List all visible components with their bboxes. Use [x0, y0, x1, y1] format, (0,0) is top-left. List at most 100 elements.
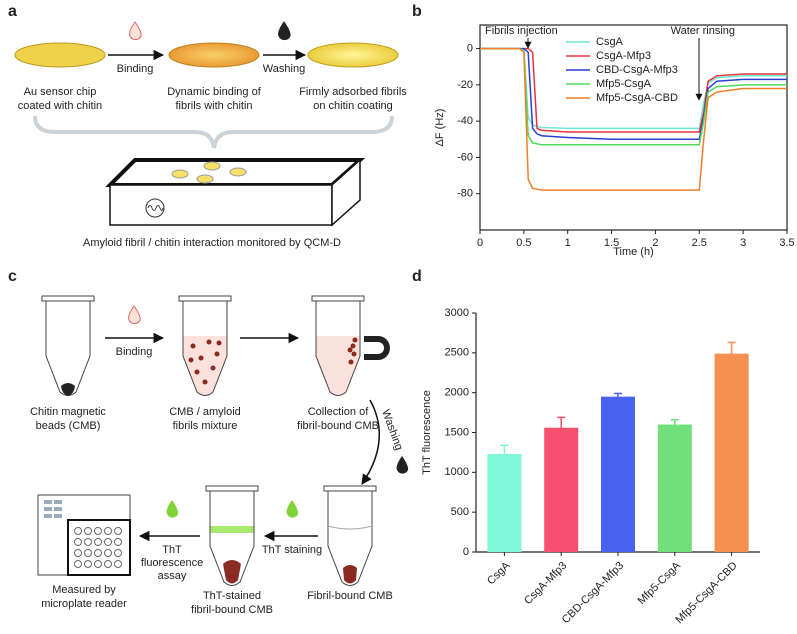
tube-rim: [41, 295, 95, 302]
beads: [343, 565, 357, 584]
reader-button: [54, 514, 62, 518]
x-tick-label: 2.5: [692, 237, 707, 249]
plot-frame: [479, 24, 788, 231]
step-label: Collection of: [308, 406, 369, 418]
bar: [714, 353, 749, 552]
tube-rim: [311, 295, 365, 302]
y-tick-label: 3000: [445, 307, 469, 319]
tube-rim: [178, 295, 232, 302]
sensor-chip: [168, 42, 260, 68]
panel-label: c: [8, 268, 17, 285]
y-axis-label: ThT fluorescence: [421, 390, 433, 475]
charts: 0 0.5 1 1.5 2 2.5 3 3.5 0 -20 -40 -60 -80 Time (h) ΔF …: [421, 24, 795, 626]
bar: [487, 454, 522, 552]
tube-body: [182, 300, 228, 396]
panel-label: a: [8, 3, 17, 20]
drop-icon: [129, 21, 142, 41]
bracket: [33, 115, 394, 149]
step-label: fibril-bound CMB: [191, 604, 273, 616]
reader-button: [54, 507, 62, 511]
y-tick-label: 0: [467, 42, 473, 54]
x-tick-label: 3.5: [779, 237, 794, 249]
arrow-label: Washing: [379, 408, 405, 452]
panel-label: d: [412, 268, 422, 285]
beads: [223, 560, 241, 584]
drop-icon: [128, 305, 141, 325]
tube: [323, 485, 377, 586]
bar: [601, 396, 635, 552]
y-tick-label: 2000: [445, 387, 469, 399]
oscillator-wave: [147, 205, 164, 211]
tube-body: [327, 490, 373, 586]
panel-label: b: [412, 3, 422, 20]
step-label: microplate reader: [41, 598, 127, 610]
sensor-chip: [307, 42, 399, 68]
legend-label: CBD-CsgA-Mfp3: [596, 64, 678, 76]
plate-reader: [37, 494, 131, 576]
drop-icon: [396, 456, 409, 474]
device-side: [331, 158, 361, 227]
meniscus: [327, 525, 373, 530]
reader-button: [44, 500, 52, 504]
panel-a: Binding Washing Au sensor chip coated wi…: [14, 21, 407, 249]
step-label: ThT-stained: [203, 590, 261, 602]
drop-icon: [286, 500, 299, 518]
legend-label: Mfp5-CsgA: [596, 78, 652, 90]
y-tick-label: 500: [451, 506, 469, 518]
beads: [61, 383, 75, 396]
legend-label: CsgA-Mfp3: [596, 50, 651, 62]
tube: [178, 295, 232, 396]
step-label: Chitin magnetic: [30, 406, 106, 418]
oscillator-icon: [145, 198, 165, 218]
step-label: Au sensor chip: [24, 86, 97, 98]
x-tick-label: CsgA: [485, 559, 513, 587]
y-axis-label: ΔF (Hz): [434, 109, 446, 147]
step-label: fibrils with chitin: [175, 100, 252, 112]
chip-spot: [203, 161, 221, 171]
tube-body: [45, 300, 91, 396]
series-line: [480, 47, 787, 141]
arrow-label: Washing: [263, 63, 305, 75]
x-axis-label: Time (h): [613, 246, 654, 258]
step-label: Measured by: [52, 584, 116, 596]
step-label: beads (CMB): [36, 420, 101, 432]
chip-spot: [171, 169, 189, 179]
tube: [311, 295, 390, 396]
tube-rim: [323, 485, 377, 492]
arrow-label: ThT: [162, 544, 182, 556]
tube: [205, 485, 259, 586]
step-label: CMB / amyloid: [169, 406, 241, 418]
reader-button: [54, 500, 62, 504]
tube-body: [315, 300, 361, 396]
tube-liquid: [210, 526, 254, 533]
annotation: Water rinsing: [671, 25, 735, 37]
step-label: coated with chitin: [18, 100, 102, 112]
step-label: fibril-bound CMB: [297, 420, 379, 432]
step-label: on chitin coating: [313, 100, 393, 112]
legend-label: Mfp5-CsgA-CBD: [596, 92, 678, 104]
reader-button: [44, 514, 52, 518]
reader-button: [44, 507, 52, 511]
beads: [188, 339, 222, 385]
series-line: [480, 47, 787, 146]
x-tick-label: 0: [477, 237, 483, 249]
x-tick-label: Mfp5-CsgA-CBD: [673, 560, 739, 626]
beads: [347, 337, 358, 365]
y-tick-label: 0: [463, 546, 469, 558]
plate-wells: [74, 527, 122, 568]
x-tick-label: 3: [740, 237, 746, 249]
y-tick-label: -80: [457, 188, 473, 200]
panel-c: Binding Washing ThT staining ThT fluores…: [30, 295, 409, 616]
arrow-label: Binding: [117, 63, 154, 75]
y-tick-label: -60: [457, 151, 473, 163]
tube-rim: [205, 485, 259, 492]
arrow-label: Binding: [116, 346, 153, 358]
tube: [41, 295, 95, 396]
step-label: Dynamic binding of: [167, 86, 261, 98]
magnet: [364, 336, 390, 360]
x-tick-label: CsgA-Mfp3: [522, 560, 569, 607]
caption: Amyloid fibril / chitin interaction moni…: [83, 237, 341, 249]
step-label: Firmly adsorbed fibrils: [299, 86, 407, 98]
step-label: Fibril-bound CMB: [307, 590, 393, 602]
